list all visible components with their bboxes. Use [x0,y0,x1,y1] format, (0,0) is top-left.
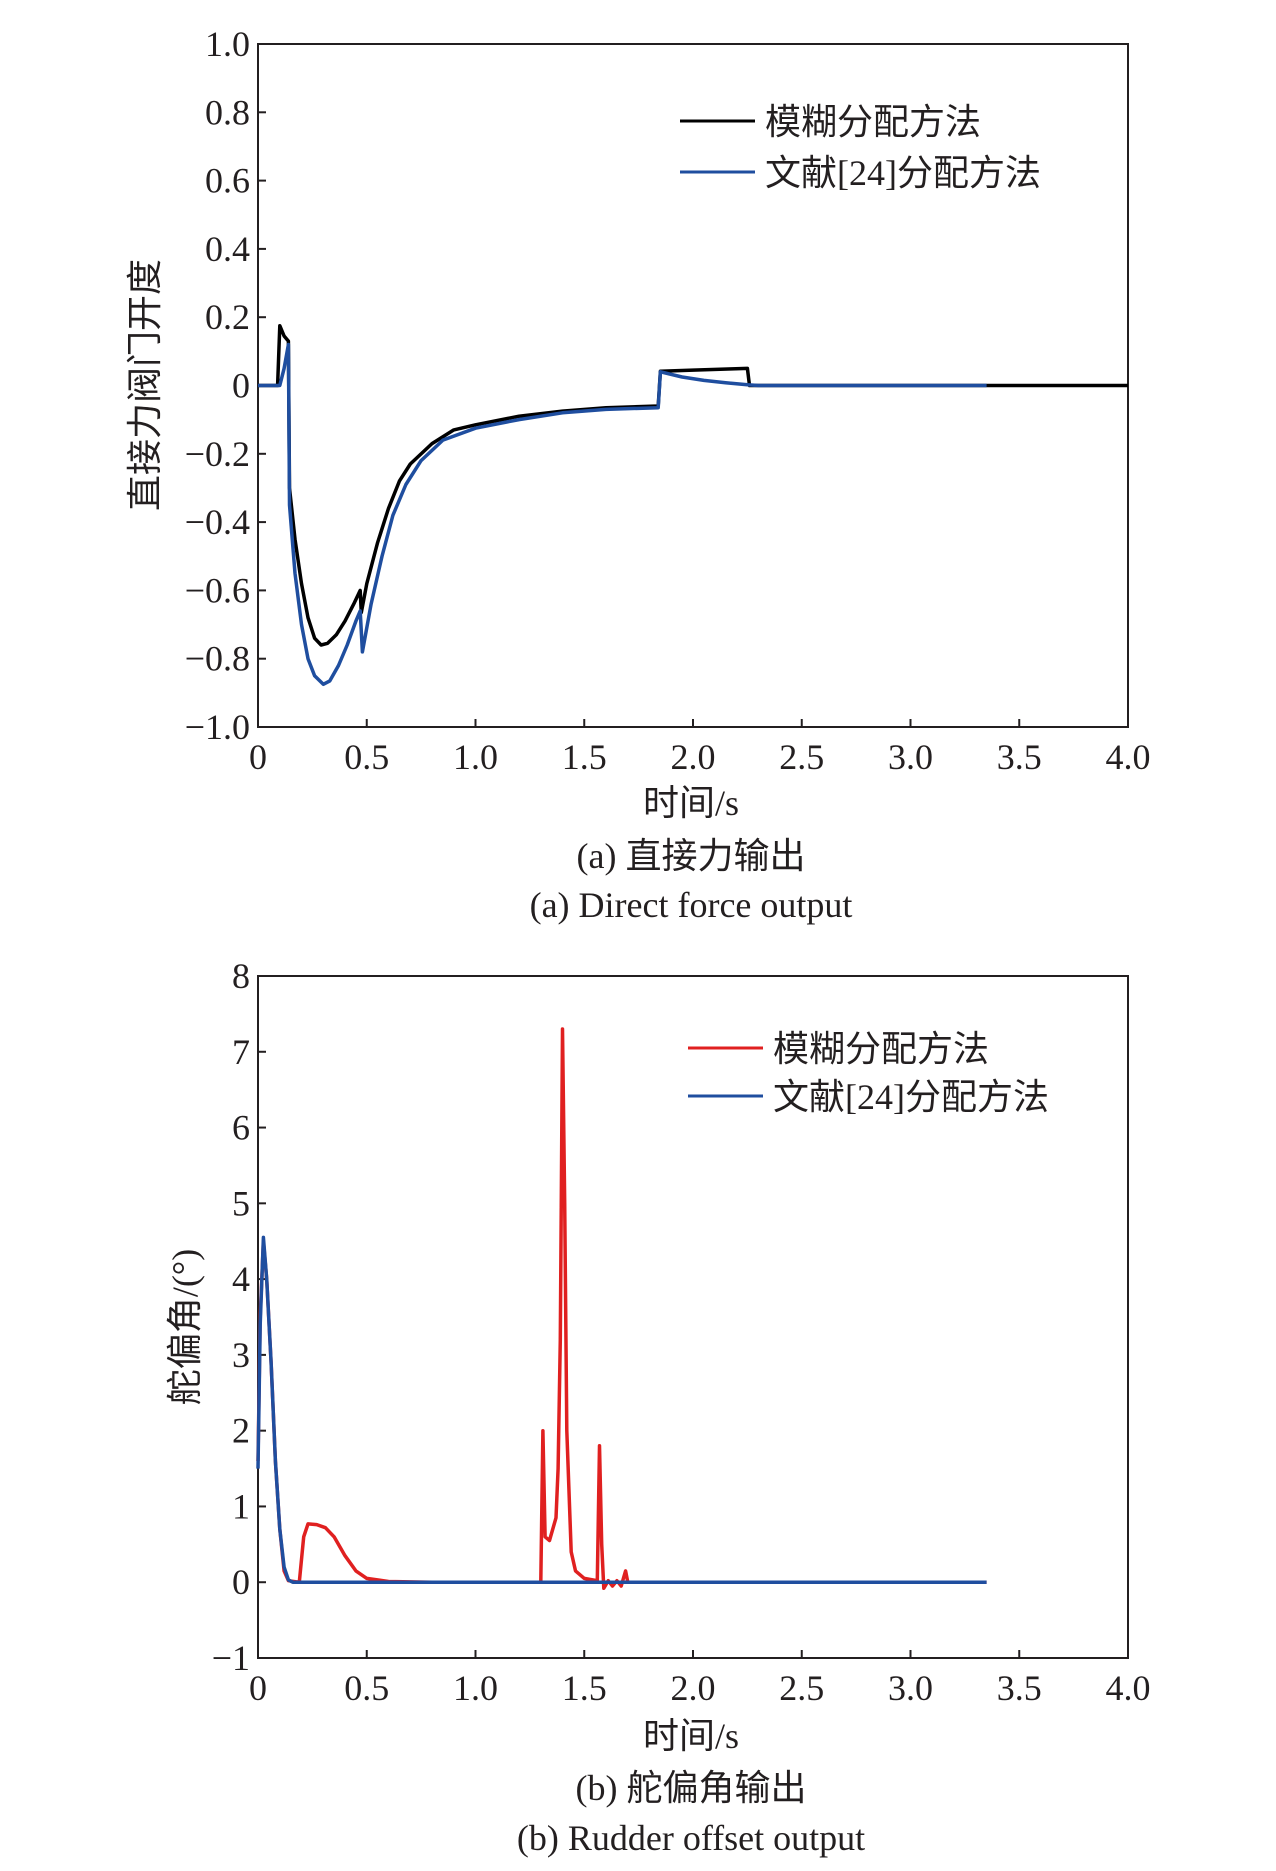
chart-a-y-tick-label: −0.8 [185,639,250,679]
chart-b-legend-label-1: 文献[24]分配方法 [773,1077,1049,1117]
chart-a-series-line-1 [258,342,987,687]
chart-b-y-tick-label: 2 [232,1411,250,1451]
chart-b-x-axis: 0 0.5 1.0 1.5 2.0 2.5 3.0 3.5 4.0 [249,1650,1151,1708]
chart-b-x-tick-label: 3.0 [888,1668,933,1708]
chart-a-x-tick-label: 2.0 [671,737,716,777]
chart-a-x-tick-label: 1.0 [453,737,498,777]
chart-a-x-tick-label: 3.0 [888,737,933,777]
chart-a-y-tick-label: −0.6 [185,570,250,610]
chart-b-x-tick-label: 1.5 [562,1668,607,1708]
chart-a-y-tick-label: 0.2 [205,297,250,337]
chart-a-x-axis: 0 0.5 1.0 1.5 2.0 2.5 3.0 3.5 4.0 [249,719,1151,777]
chart-a-legend: 模糊分配方法 文献[24]分配方法 [680,102,1041,193]
chart-b-x-axis-label: 时间/s [643,1716,739,1756]
chart-b-x-tick-label: 0.5 [344,1668,389,1708]
chart-b-y-axis-label: 舵偏角/(°) [165,1249,205,1405]
chart-b-caption-cn: (b) 舵偏角输出 [576,1768,807,1808]
chart-b-y-tick-label: 0 [232,1562,250,1602]
chart-b-x-tick-label: 1.0 [453,1668,498,1708]
chart-b-y-tick-label: 6 [232,1108,250,1148]
chart-a-y-tick-label: −1.0 [185,707,250,747]
chart-a-y-axis-label: 直接力阀门开度 [125,259,165,511]
chart-b-y-tick-label: 8 [232,956,250,996]
chart-b-series [256,1027,987,1591]
chart-a: −1.0 −0.8 −0.6 −0.4 −0.2 0 0.2 0.4 0.6 0.8 1.0 0 0.… [125,24,1151,925]
chart-b-y-tick-label: 3 [232,1335,250,1375]
chart-b-y-tick-label: 4 [232,1259,250,1299]
chart-b-y-tick-label: 7 [232,1032,250,1072]
chart-a-x-tick-label: 2.5 [779,737,824,777]
chart-b-y-axis: −1 0 1 2 3 4 5 6 7 8 [212,956,266,1678]
chart-b-x-tick-label: 3.5 [997,1668,1042,1708]
chart-b-legend: 模糊分配方法 文献[24]分配方法 [688,1029,1049,1117]
chart-b-x-tick-label: 2.0 [671,1668,716,1708]
chart-a-x-tick-label: 0 [249,737,267,777]
chart-a-legend-label-1: 文献[24]分配方法 [765,153,1041,193]
chart-b-caption-en: (b) Rudder offset output [517,1818,865,1858]
chart-b-y-tick-label: −1 [212,1638,250,1678]
chart-a-y-tick-label: 0.4 [205,229,250,269]
chart-a-y-tick-label: 1.0 [205,24,250,64]
chart-a-x-tick-label: 0.5 [344,737,389,777]
chart-a-caption-cn: (a) 直接力输出 [577,836,806,876]
chart-a-y-tick-label: 0.8 [205,92,250,132]
chart-a-series-line-0 [258,323,1128,647]
chart-b-legend-label-0: 模糊分配方法 [773,1029,989,1069]
chart-a-x-tick-label: 4.0 [1106,737,1151,777]
chart-a-series [258,323,1128,687]
chart-b-series-line-1 [256,1235,987,1584]
chart-a-y-axis: −1.0 −0.8 −0.6 −0.4 −0.2 0 0.2 0.4 0.6 0.8 1.0 [185,24,266,747]
chart-a-y-tick-label: 0 [232,366,250,406]
chart-a-y-tick-label: −0.2 [185,434,250,474]
chart-b-x-tick-label: 2.5 [779,1668,824,1708]
chart-a-x-axis-label: 时间/s [643,783,739,823]
chart-a-caption-en: (a) Direct force output [530,885,853,925]
chart-a-legend-label-0: 模糊分配方法 [765,102,981,142]
chart-b-x-tick-label: 4.0 [1106,1668,1151,1708]
chart-b-y-tick-label: 1 [232,1486,250,1526]
chart-b-x-tick-label: 0 [249,1668,267,1708]
chart-a-x-tick-label: 3.5 [997,737,1042,777]
chart-a-y-tick-label: 0.6 [205,161,250,201]
chart-a-x-tick-label: 1.5 [562,737,607,777]
chart-a-y-tick-label: −0.4 [185,502,250,542]
chart-b-y-tick-label: 5 [232,1183,250,1223]
